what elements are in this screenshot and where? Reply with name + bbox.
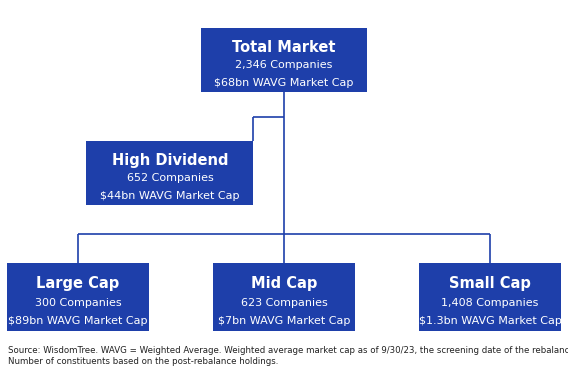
FancyBboxPatch shape (7, 263, 149, 331)
Text: 652 Companies: 652 Companies (127, 173, 213, 183)
Text: $7bn WAVG Market Cap: $7bn WAVG Market Cap (218, 317, 350, 327)
Text: 623 Companies: 623 Companies (241, 298, 327, 308)
Text: Mid Cap: Mid Cap (251, 276, 317, 291)
Text: Large Cap: Large Cap (36, 276, 120, 291)
Text: 300 Companies: 300 Companies (35, 298, 122, 308)
Text: Small Cap: Small Cap (449, 276, 531, 291)
Text: $68bn WAVG Market Cap: $68bn WAVG Market Cap (214, 78, 354, 88)
FancyBboxPatch shape (86, 141, 253, 205)
FancyBboxPatch shape (213, 263, 355, 331)
Text: $1.3bn WAVG Market Cap: $1.3bn WAVG Market Cap (419, 317, 561, 327)
Text: Total Market: Total Market (232, 40, 336, 55)
Text: 2,346 Companies: 2,346 Companies (235, 60, 333, 70)
FancyBboxPatch shape (201, 28, 367, 92)
Text: $44bn WAVG Market Cap: $44bn WAVG Market Cap (100, 191, 240, 201)
FancyBboxPatch shape (419, 263, 561, 331)
Text: High Dividend: High Dividend (112, 153, 228, 168)
Text: 1,408 Companies: 1,408 Companies (441, 298, 538, 308)
Text: $89bn WAVG Market Cap: $89bn WAVG Market Cap (9, 317, 148, 327)
Text: Source: WisdomTree. WAVG = Weighted Average. Weighted average market cap as of 9: Source: WisdomTree. WAVG = Weighted Aver… (9, 346, 568, 366)
